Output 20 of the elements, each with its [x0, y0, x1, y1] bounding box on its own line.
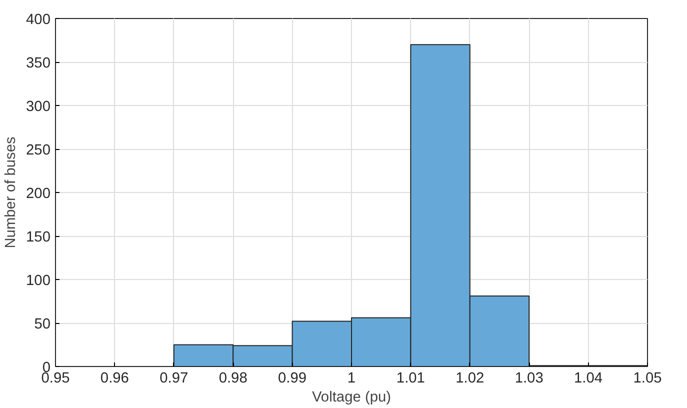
x-tick-label: 1 — [347, 370, 356, 386]
x-tick-label: 0.96 — [100, 370, 129, 386]
x-tick-label: 0.97 — [160, 370, 188, 386]
y-tick-label: 250 — [26, 142, 51, 158]
y-tick-label: 100 — [26, 273, 51, 289]
y-tick-label: 50 — [34, 316, 51, 332]
x-tick-label: 0.99 — [278, 370, 307, 386]
y-tick-label: 300 — [26, 99, 51, 115]
x-tick-label: 1.04 — [574, 370, 603, 386]
x-tick-label: 1.05 — [633, 370, 662, 386]
y-axis-title: Number of buses — [3, 136, 20, 248]
x-tick-label: 1.03 — [514, 370, 544, 386]
y-tick-label: 350 — [26, 56, 51, 72]
x-axis-title: Voltage (pu) — [312, 390, 392, 406]
y-tick-label: 150 — [26, 230, 51, 246]
y-tick-label: 200 — [26, 186, 51, 202]
x-tick-label: 0.98 — [218, 370, 248, 386]
x-tick-label: 1.01 — [396, 370, 425, 386]
y-tick-label: 400 — [26, 12, 51, 28]
x-tick-label: 1.02 — [456, 370, 484, 386]
